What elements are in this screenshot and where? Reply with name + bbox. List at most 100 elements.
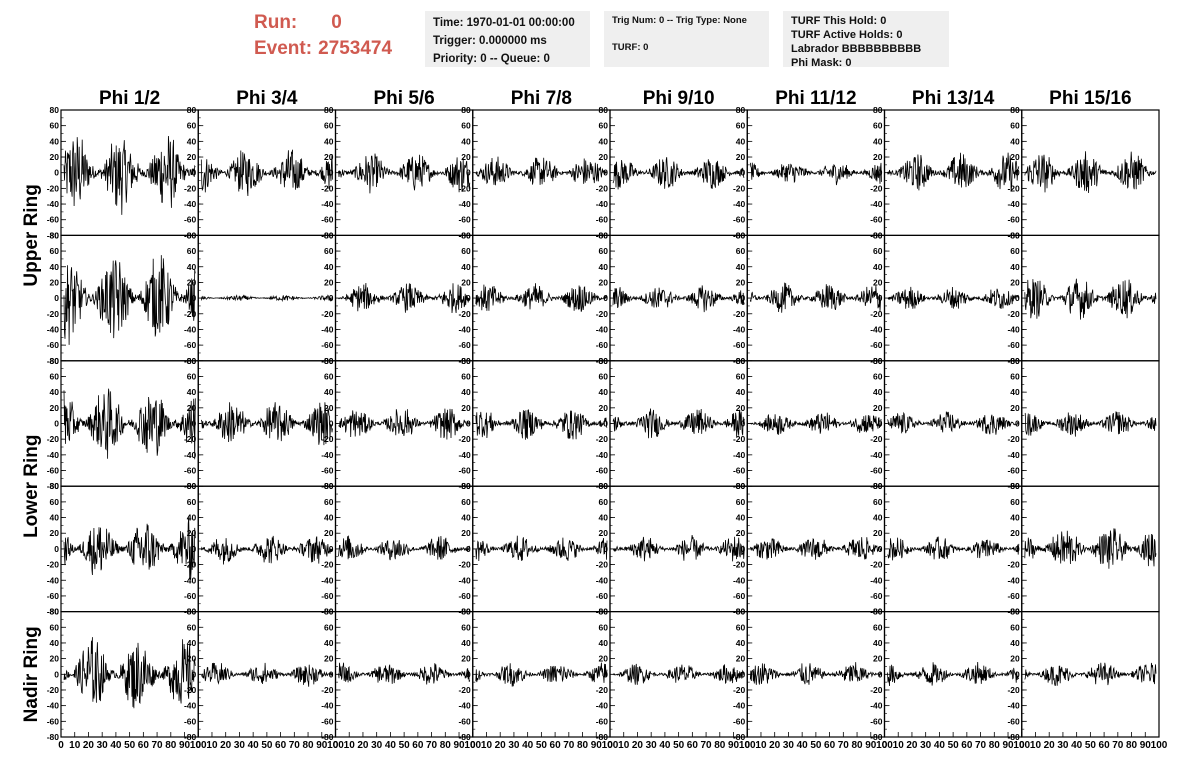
y-tick-label: -60 (47, 340, 60, 350)
y-tick-label: -40 (733, 199, 746, 209)
y-tick-label: 40 (187, 638, 197, 648)
run-line: Run: 0 (254, 10, 392, 36)
phi-mask-line: Phi Mask: 0 (791, 57, 852, 69)
y-tick-label: 0 (329, 544, 334, 554)
y-tick-label: 40 (50, 638, 60, 648)
waveform-trace (63, 517, 196, 580)
y-tick-label: -60 (733, 466, 746, 476)
y-tick-label: -40 (596, 701, 609, 711)
trig-num-line: Trig Num: 0 -- Trig Type: None (612, 15, 747, 26)
y-tick-label: -40 (733, 701, 746, 711)
y-tick-label: -60 (321, 215, 334, 225)
x-tick-label: 30 (508, 740, 520, 751)
y-tick-label: 80 (736, 481, 746, 491)
waveform-trace (749, 537, 882, 560)
y-tick-label: 60 (599, 497, 609, 507)
y-tick-label: 60 (324, 622, 334, 632)
y-tick-label: -20 (184, 560, 197, 570)
waveform-trace (749, 662, 882, 685)
y-tick-label: 0 (192, 293, 197, 303)
y-tick-label: -40 (733, 450, 746, 460)
y-tick-label: 20 (187, 528, 197, 538)
column-title: Phi 1/2 (99, 88, 160, 109)
x-tick-label: 90 (728, 740, 740, 751)
y-tick-label: -40 (47, 450, 60, 460)
y-tick-label: 20 (50, 654, 60, 664)
y-tick-label: 80 (461, 356, 471, 366)
waveform-trace (338, 282, 471, 314)
y-tick-label: 0 (878, 544, 883, 554)
waveform-trace (887, 152, 1020, 192)
x-tick-label: 80 (714, 740, 726, 751)
y-tick-label: 40 (324, 136, 334, 146)
y-tick-label: -20 (733, 560, 746, 570)
y-tick-label: 40 (461, 387, 471, 397)
y-tick-label: 0 (1015, 544, 1020, 554)
y-tick-label: 0 (741, 168, 746, 178)
x-tick-label: 80 (302, 740, 314, 751)
y-tick-label: 80 (599, 607, 609, 617)
y-tick-label: -40 (47, 575, 60, 585)
x-tick-label: 80 (1126, 740, 1138, 751)
y-tick-label: -40 (321, 199, 334, 209)
y-tick-label: -60 (184, 591, 197, 601)
y-tick-label: 0 (466, 293, 471, 303)
y-tick-label: 60 (461, 497, 471, 507)
y-tick-label: -60 (733, 591, 746, 601)
y-tick-label: 20 (599, 403, 609, 413)
x-tick-label: 60 (550, 740, 562, 751)
x-tick-label: 60 (961, 740, 973, 751)
y-tick-label: 0 (192, 544, 197, 554)
x-tick-label: 20 (357, 740, 369, 751)
x-tick-label: 90 (1140, 740, 1152, 751)
y-tick-label: 60 (736, 371, 746, 381)
x-tick-label: 40 (522, 740, 534, 751)
y-tick-label: 80 (461, 230, 471, 240)
y-tick-label: 80 (50, 607, 60, 617)
y-tick-label: 0 (329, 669, 334, 679)
x-tick-label: 90 (453, 740, 465, 751)
waveform-trace (475, 283, 608, 312)
x-tick-label: 80 (577, 740, 589, 751)
y-tick-label: 0 (466, 419, 471, 429)
y-tick-label: -20 (596, 183, 609, 193)
y-tick-label: 20 (1010, 152, 1020, 162)
y-tick-label: -20 (184, 434, 197, 444)
y-tick-label: 80 (50, 105, 60, 115)
y-tick-label: 60 (187, 622, 197, 632)
y-tick-label: -20 (596, 434, 609, 444)
y-tick-label: 60 (1010, 121, 1020, 131)
x-tick-label: 0 (333, 740, 339, 751)
y-tick-label: -40 (458, 199, 471, 209)
y-tick-label: -60 (47, 466, 60, 476)
x-tick-label: 0 (607, 740, 613, 751)
y-tick-label: 20 (324, 152, 334, 162)
y-tick-label: 80 (50, 481, 60, 491)
y-tick-label: 80 (1010, 481, 1020, 491)
waveform-trace (338, 153, 471, 194)
y-tick-label: 0 (466, 544, 471, 554)
x-tick-label: 20 (83, 740, 95, 751)
waveform-trace (475, 535, 608, 562)
x-tick-label: 40 (110, 740, 122, 751)
y-tick-label: -20 (1007, 434, 1020, 444)
y-tick-label: -20 (184, 685, 197, 695)
y-tick-label: 40 (873, 513, 883, 523)
y-tick-label: 60 (1010, 246, 1020, 256)
waveform-trace (887, 286, 1020, 310)
y-tick-label: -20 (1007, 309, 1020, 319)
x-tick-label: 20 (769, 740, 781, 751)
y-tick-label: 0 (54, 168, 59, 178)
y-tick-label: -40 (1007, 575, 1020, 585)
y-tick-label: 80 (873, 481, 883, 491)
y-tick-label: -20 (47, 309, 60, 319)
x-tick-label: 60 (138, 740, 150, 751)
waveform-trace (475, 662, 608, 687)
y-tick-label: -60 (870, 340, 883, 350)
x-tick-label: 80 (989, 740, 1001, 751)
turf-info-box: TURF This Hold: 0 TURF Active Holds: 0 L… (783, 11, 949, 69)
y-tick-label: -60 (458, 340, 471, 350)
column-title: Phi 13/14 (912, 88, 995, 109)
y-tick-label: -20 (733, 685, 746, 695)
x-tick-label: 80 (165, 740, 177, 751)
